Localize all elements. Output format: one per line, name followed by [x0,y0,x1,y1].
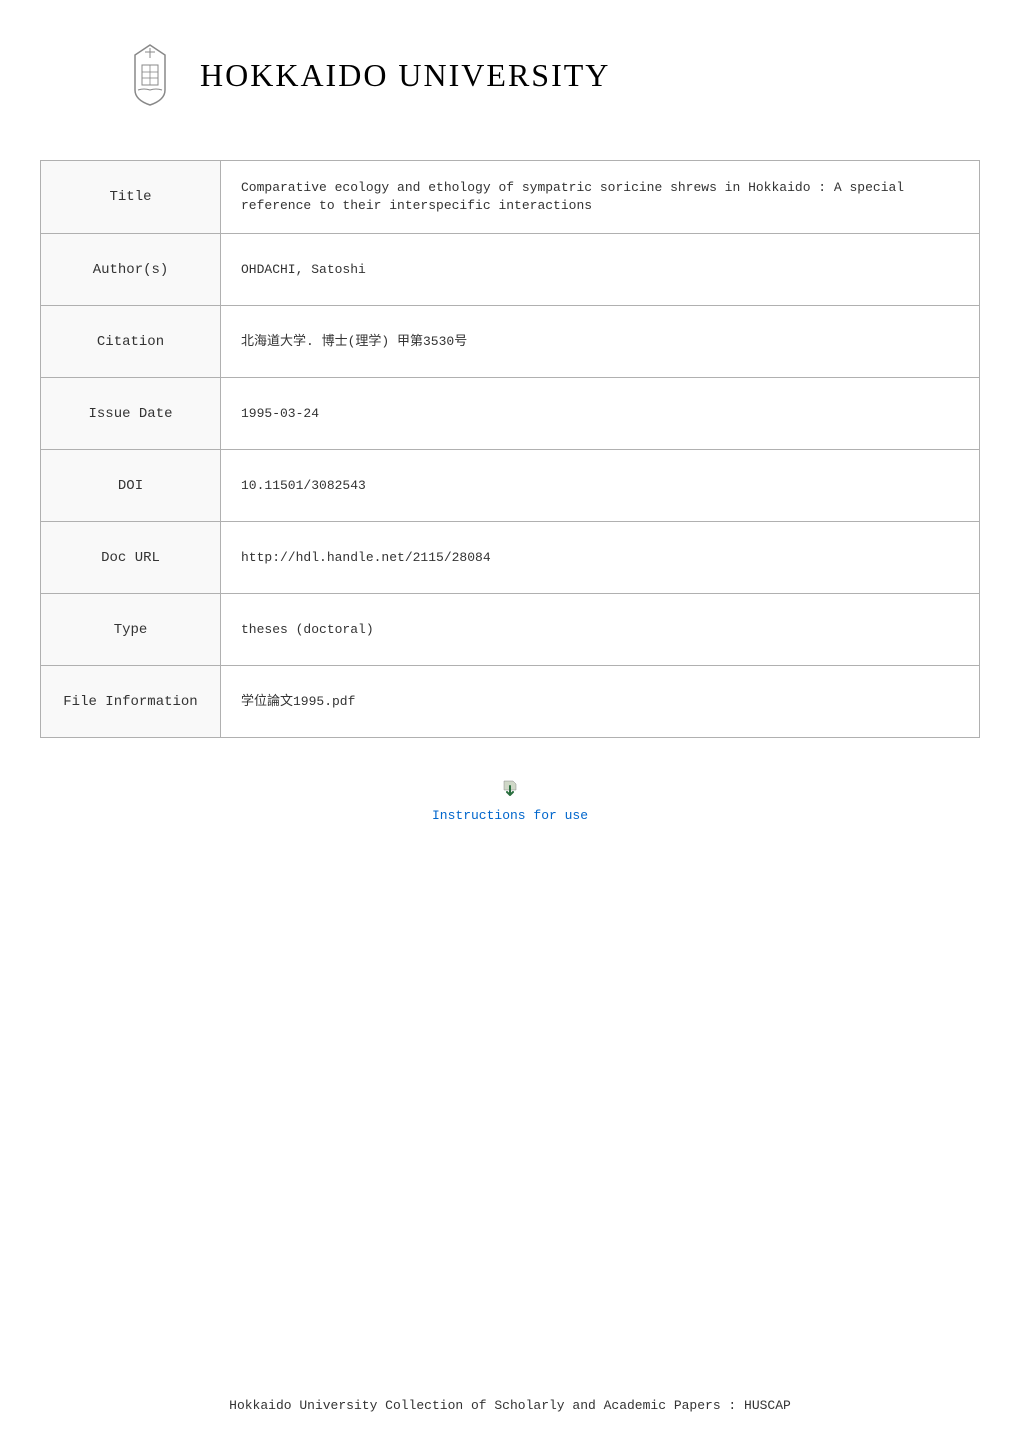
university-logo [120,40,180,110]
table-row: Issue Date 1995-03-24 [41,378,980,450]
table-row: Citation 北海道大学. 博士(理学) 甲第3530号 [41,306,980,378]
metadata-label: Type [41,594,221,666]
metadata-value: 北海道大学. 博士(理学) 甲第3530号 [221,306,980,378]
table-row: DOI 10.11501/3082543 [41,450,980,522]
metadata-label: Issue Date [41,378,221,450]
metadata-label: DOI [41,450,221,522]
metadata-value: 1995-03-24 [221,378,980,450]
metadata-value: http://hdl.handle.net/2115/28084 [221,522,980,594]
metadata-label: Title [41,161,221,234]
table-row: Doc URL http://hdl.handle.net/2115/28084 [41,522,980,594]
instructions-link[interactable]: Instructions for use [432,808,588,823]
metadata-label: File Information [41,666,221,738]
metadata-label: Citation [41,306,221,378]
metadata-value: Comparative ecology and ethology of symp… [221,161,980,234]
table-row: Author(s) OHDACHI, Satoshi [41,234,980,306]
metadata-label: Doc URL [41,522,221,594]
logo-icon [120,40,180,110]
metadata-value: theses (doctoral) [221,594,980,666]
page-footer: Hokkaido University Collection of Schola… [0,1398,1020,1413]
metadata-value: 学位論文1995.pdf [221,666,980,738]
instructions-section: Instructions for use [0,778,1020,824]
table-row: Title Comparative ecology and ethology o… [41,161,980,234]
page-header: HOKKAIDO UNIVERSITY [0,0,1020,140]
metadata-table: Title Comparative ecology and ethology o… [40,160,980,738]
metadata-value: OHDACHI, Satoshi [221,234,980,306]
table-row: Type theses (doctoral) [41,594,980,666]
download-icon [500,778,520,798]
metadata-table-body: Title Comparative ecology and ethology o… [41,161,980,738]
metadata-label: Author(s) [41,234,221,306]
metadata-value: 10.11501/3082543 [221,450,980,522]
table-row: File Information 学位論文1995.pdf [41,666,980,738]
university-name: HOKKAIDO UNIVERSITY [200,57,610,94]
